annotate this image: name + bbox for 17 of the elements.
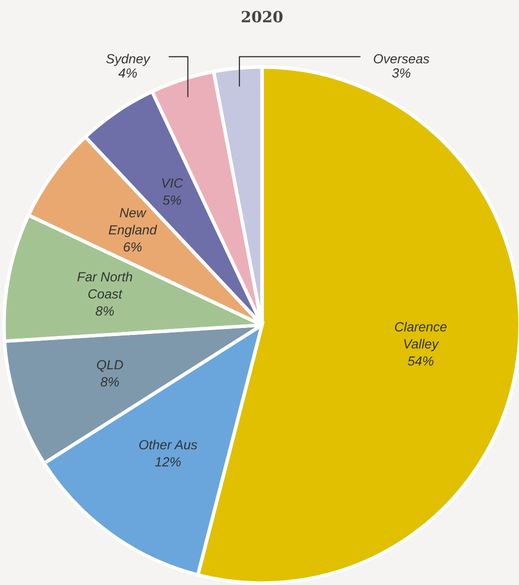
slice-label: Sydney bbox=[106, 54, 151, 66]
data-label: 8% bbox=[100, 377, 119, 387]
data-label: 54% bbox=[408, 356, 434, 366]
slice-label: VIC bbox=[162, 178, 184, 188]
slice-label: QLD bbox=[96, 360, 124, 372]
data-label: 6% bbox=[124, 242, 142, 252]
data-label: 12% bbox=[155, 457, 181, 466]
data-label: 3% bbox=[392, 68, 410, 78]
slice-label: New England bbox=[108, 208, 158, 238]
data-label: 8% bbox=[96, 306, 114, 316]
data-label: 5% bbox=[162, 195, 182, 205]
slice-label: Clarence Valley bbox=[395, 322, 447, 352]
slice-label: Overseas bbox=[374, 54, 430, 64]
slice-label: Far North Coast bbox=[77, 272, 132, 299]
slice-label: Other Aus bbox=[139, 440, 198, 450]
data-label: 4% bbox=[118, 68, 137, 78]
chart-title: 2020 bbox=[242, 10, 283, 22]
